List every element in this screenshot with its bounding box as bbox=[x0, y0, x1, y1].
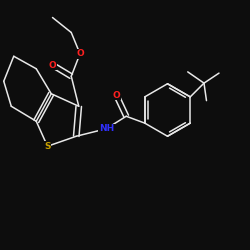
Text: O: O bbox=[76, 49, 84, 58]
Text: S: S bbox=[44, 142, 51, 151]
Text: NH: NH bbox=[98, 124, 114, 133]
Text: O: O bbox=[48, 60, 56, 70]
Text: O: O bbox=[112, 90, 120, 100]
